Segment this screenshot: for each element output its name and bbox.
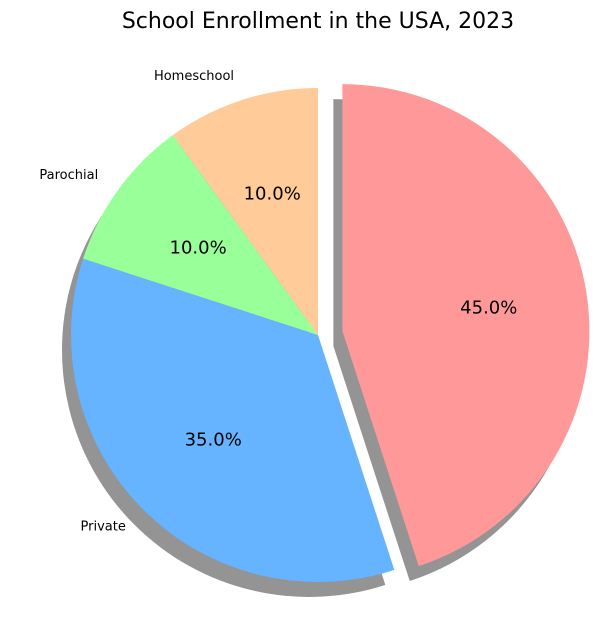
slice-label-homeschool: Homeschool — [154, 69, 234, 84]
chart-title: School Enrollment in the USA, 2023 — [122, 9, 514, 34]
slice-labels: 45.0% Public 35.0% Private 10.0% Parochial 10.… — [39, 69, 612, 535]
slice-public — [342, 84, 590, 567]
slice-private — [70, 258, 395, 582]
slice-label-public: Public — [611, 281, 612, 296]
slice-label-parochial: Parochial — [39, 168, 98, 183]
slice-parochial — [83, 135, 318, 335]
slice-percent-private: 35.0% — [185, 429, 242, 450]
slice-homeschool — [172, 88, 318, 335]
slice-percent-public: 45.0% — [460, 297, 517, 318]
slice-percent-homeschool: 10.0% — [244, 184, 301, 205]
pie-slices — [70, 84, 590, 582]
slice-label-private: Private — [81, 520, 126, 535]
slice-percent-parochial: 10.0% — [170, 237, 227, 258]
